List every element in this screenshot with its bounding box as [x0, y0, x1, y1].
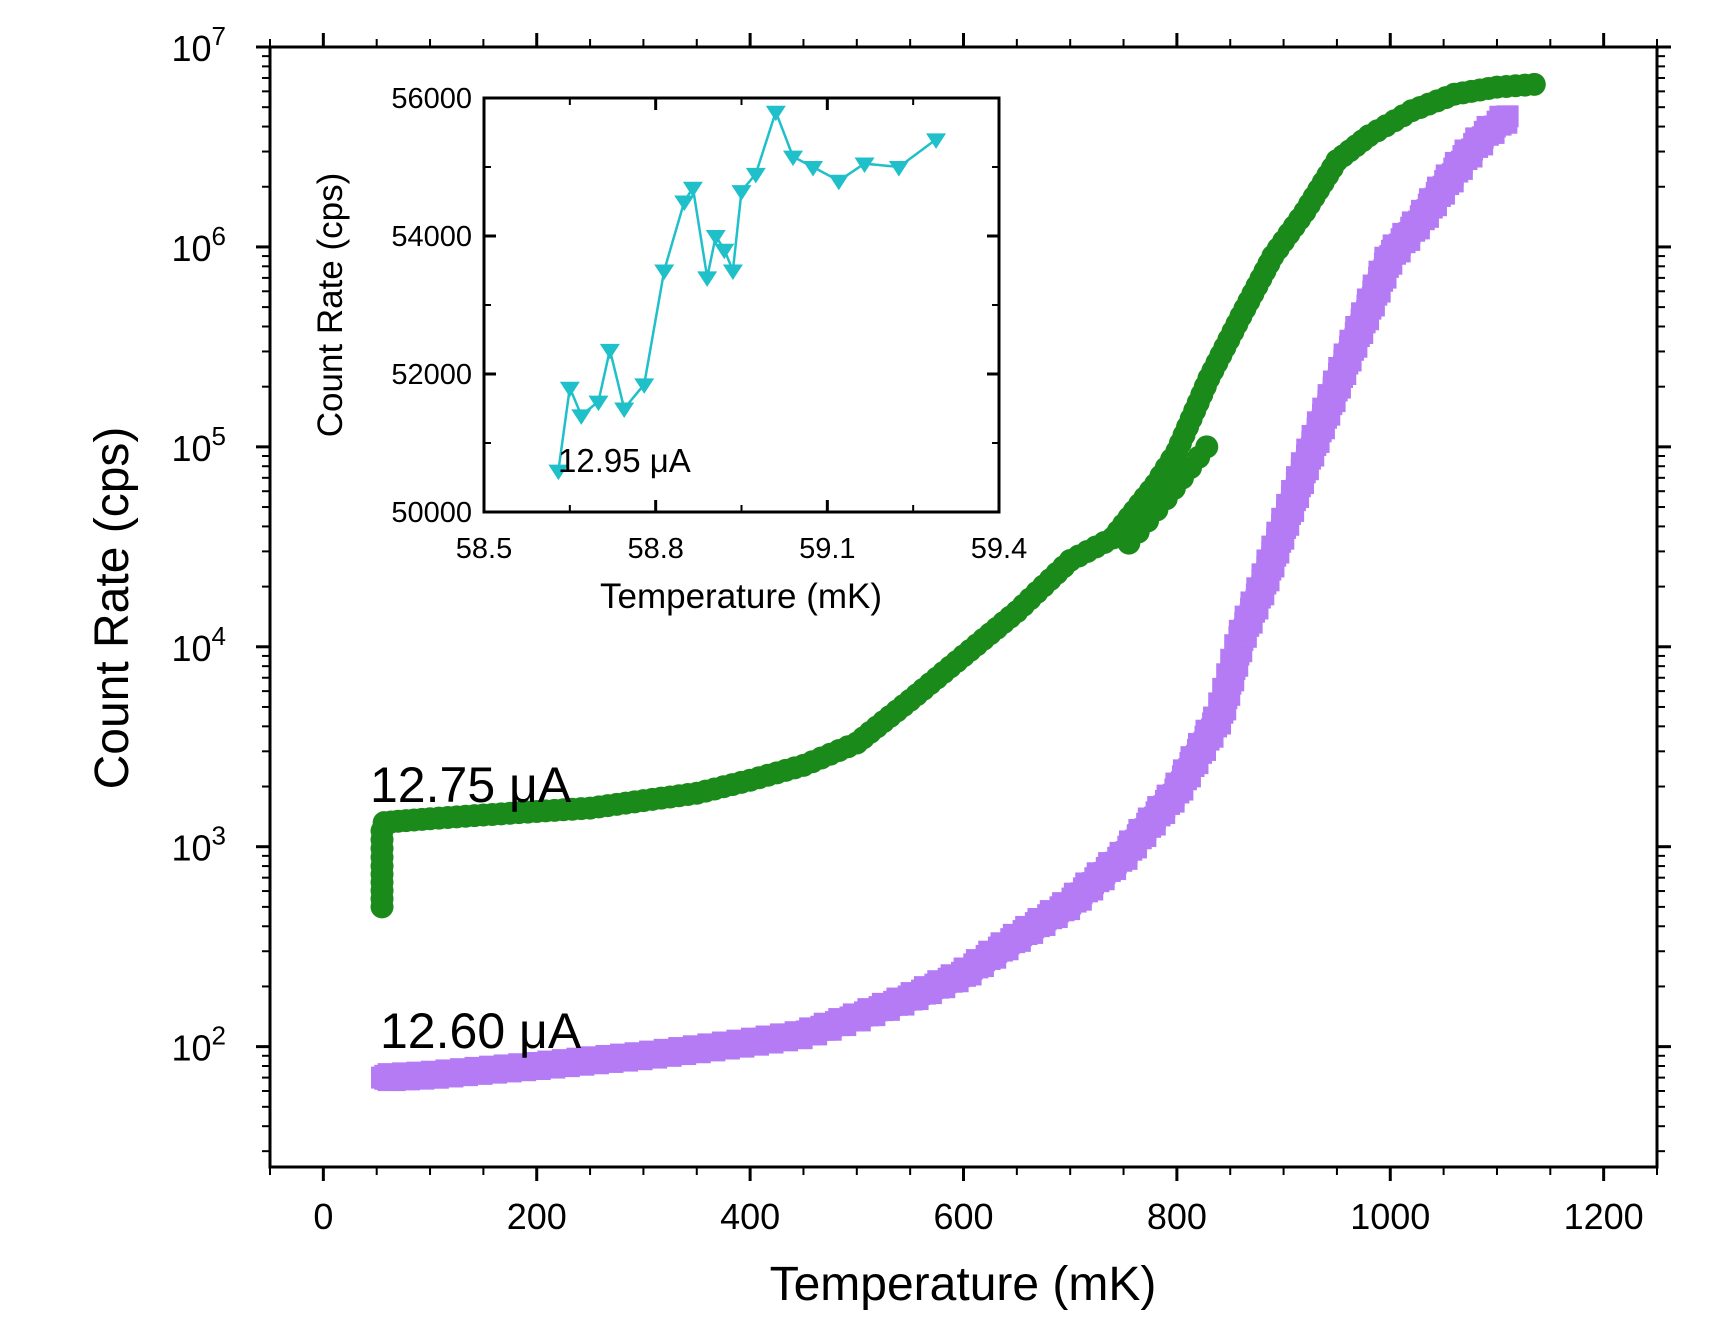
inset-data-point	[731, 185, 752, 201]
inset-y-tick-label: 50000	[391, 497, 472, 529]
main-x-tick-labels: 0 200 400 600 800 1000 1200	[313, 1196, 1643, 1237]
inset-data-point	[697, 271, 718, 287]
inset-y-tick-labels: 50000 52000 54000 56000	[391, 83, 472, 529]
inset-data-point	[654, 264, 675, 280]
main-plot: 0 200 400 600 800 1000 1200 102 103 104 105 106 107…	[86, 21, 1671, 1311]
x-tick-label: 1200	[1564, 1196, 1644, 1237]
series-label-12-60: 12.60 μA	[380, 1003, 582, 1059]
data-point	[1522, 72, 1546, 96]
inset-data-point	[783, 150, 803, 167]
y-tick-label: 102	[171, 1021, 226, 1069]
y-tick-label: 103	[171, 821, 226, 869]
main-data-series	[370, 72, 1546, 1092]
x-tick-label: 800	[1147, 1196, 1207, 1237]
inset-data-point	[674, 195, 695, 211]
inset-data-point	[854, 157, 875, 174]
inset-y-axis-title: Count Rate (cps)	[311, 173, 350, 438]
y-tick-label: 104	[171, 621, 226, 669]
x-tick-label: 600	[933, 1196, 993, 1237]
inset-data-point	[614, 402, 635, 418]
y-tick-label: 105	[171, 421, 226, 469]
inset-y-tick-label: 54000	[391, 221, 472, 253]
series-12-75	[370, 72, 1546, 919]
inset-y-tick-label: 56000	[391, 83, 472, 115]
main-y-axis-title: Count Rate (cps)	[86, 427, 139, 790]
inset-series-label: 12.95 μA	[558, 442, 691, 479]
inset-data-point	[765, 105, 786, 122]
data-point	[1496, 105, 1519, 128]
series-label-12-75: 12.75 μA	[370, 757, 572, 813]
inset-x-tick-label: 58.8	[627, 533, 683, 565]
data-point	[1195, 435, 1219, 459]
inset-background	[484, 98, 999, 512]
inset-data-point	[559, 381, 580, 398]
inset-data-series	[548, 105, 947, 481]
inset-data-point	[634, 378, 655, 394]
inset-data-point	[588, 395, 609, 412]
inset-data-point	[705, 230, 726, 246]
inset-data-point	[548, 464, 569, 481]
y-tick-label: 107	[171, 21, 226, 69]
series-12-60	[371, 105, 1519, 1092]
inset-data-point	[888, 161, 909, 177]
inset-series-12-95	[548, 105, 947, 481]
x-tick-label: 200	[507, 1196, 567, 1237]
x-tick-label: 400	[720, 1196, 780, 1237]
inset-data-point	[745, 167, 766, 184]
inset-data-point	[682, 181, 703, 198]
inset-x-tick-label: 59.4	[971, 533, 1027, 565]
inset-data-point	[599, 343, 620, 360]
main-x-axis-title: Temperature (mK)	[770, 1258, 1157, 1311]
y-tick-label: 106	[171, 221, 226, 269]
inset-x-axis-title: Temperature (mK)	[600, 577, 882, 616]
inset-data-point	[714, 243, 735, 260]
inset-data-point	[722, 264, 743, 280]
inset-data-point	[571, 409, 592, 425]
inset-data-point	[926, 133, 947, 149]
inset-data-point	[828, 174, 849, 191]
main-plot-frame	[268, 45, 1659, 1169]
inset-x-tick-labels: 58.5 58.8 59.1 59.4	[456, 533, 1027, 565]
inset-data-point	[803, 161, 824, 177]
x-tick-label: 1000	[1350, 1196, 1430, 1237]
inset-x-tick-label: 59.1	[799, 533, 855, 565]
inset-plot-frame	[482, 96, 1001, 514]
inset-plot: 58.5 58.8 59.1 59.4 50000 52000 54000 56000 Te…	[311, 83, 1027, 616]
inset-x-tick-label: 58.5	[456, 533, 512, 565]
inset-y-tick-label: 52000	[391, 359, 472, 391]
x-tick-label: 0	[313, 1196, 333, 1237]
main-y-tick-labels: 102 103 104 105 106 107	[171, 21, 226, 1069]
